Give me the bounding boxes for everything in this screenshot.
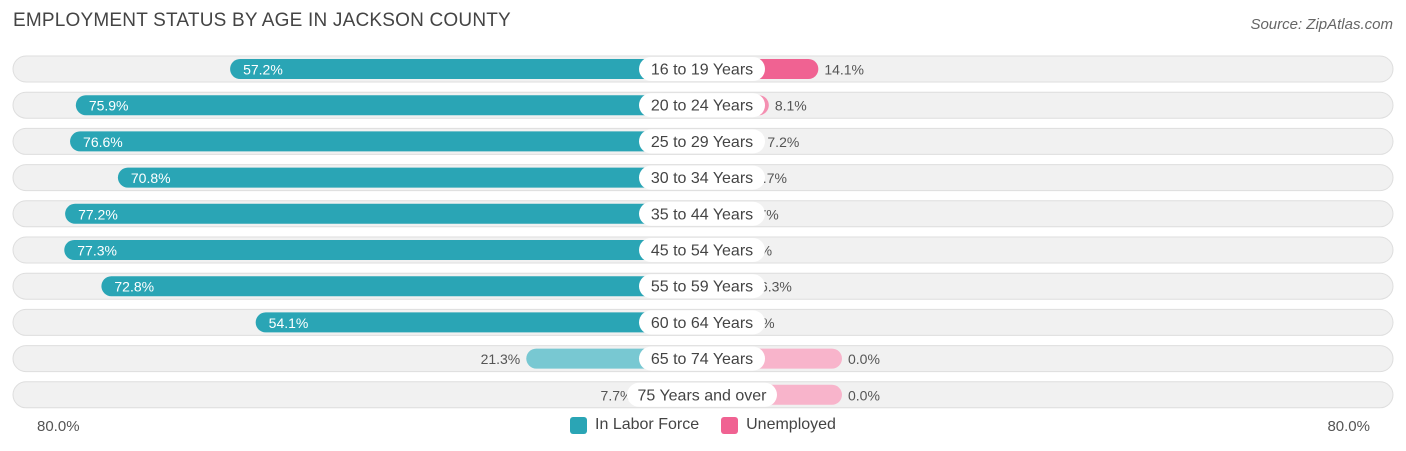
value-label-labor-force-60-to-64-years: 54.1% [269, 315, 309, 331]
value-label-labor-force-55-to-59-years: 72.8% [114, 279, 154, 295]
bar-labor-force-60-to-64-years [255, 312, 703, 333]
bar-labor-force-55-to-59-years [101, 276, 702, 297]
value-label-unemployed-20-to-24-years: 8.1% [775, 98, 807, 114]
category-pill-30-to-34-years [639, 165, 765, 190]
value-label-labor-force-75-years-and-over: 7.7% [601, 387, 633, 403]
category-pill-55-to-59-years [639, 274, 765, 299]
value-label-labor-force-35-to-44-years: 77.2% [78, 206, 118, 222]
value-label-unemployed-65-to-74-years: 0.0% [848, 351, 880, 367]
category-pill-16-to-19-years [639, 57, 765, 81]
axis-left-label: 80.0% [37, 418, 80, 435]
category-pill-60-to-64-years [639, 310, 765, 335]
category-label-45-to-54-years: 45 to 54 Years [651, 243, 753, 260]
value-label-unemployed-55-to-59-years: 6.3% [760, 279, 792, 295]
legend-label-unemployed: Unemployed [746, 416, 836, 433]
value-label-unemployed-75-years-and-over: 0.0% [848, 387, 880, 403]
bar-labor-force-45-to-54-years [64, 240, 702, 260]
category-label-55-to-59-years: 55 to 59 Years [651, 279, 753, 296]
value-label-labor-force-65-to-74-years: 21.3% [481, 351, 521, 367]
category-label-16-to-19-years: 16 to 19 Years [651, 62, 753, 79]
category-label-30-to-34-years: 30 to 34 Years [651, 170, 753, 187]
category-label-60-to-64-years: 60 to 64 Years [651, 315, 753, 332]
chart-source: Source: ZipAtlas.com [1250, 16, 1393, 33]
bar-labor-force-16-to-19-years [230, 59, 702, 79]
value-label-unemployed-16-to-19-years: 14.1% [824, 62, 864, 78]
category-pill-25-to-29-years [639, 129, 765, 154]
category-pill-65-to-74-years [639, 346, 765, 371]
legend-swatch-labor-force [570, 416, 588, 434]
legend-label-labor-force: In Labor Force [595, 416, 700, 433]
value-label-labor-force-30-to-34-years: 70.8% [131, 170, 171, 186]
axis-right-label: 80.0% [1327, 418, 1370, 435]
category-pill-20-to-24-years [639, 93, 765, 118]
value-label-labor-force-45-to-54-years: 77.3% [77, 243, 117, 259]
category-label-75-years-and-over: 75 Years and over [638, 387, 768, 404]
category-label-20-to-24-years: 20 to 24 Years [651, 98, 753, 115]
chart-title: EMPLOYMENT STATUS BY AGE IN JACKSON COUN… [13, 10, 511, 31]
bar-labor-force-35-to-44-years [65, 203, 703, 224]
legend-swatch-unemployed [721, 416, 739, 434]
bar-labor-force-20-to-24-years [75, 95, 702, 116]
category-label-65-to-74-years: 65 to 74 Years [651, 351, 753, 368]
legend-item-labor-force[interactable]: In Labor Force [570, 416, 699, 434]
category-label-25-to-29-years: 25 to 29 Years [651, 134, 753, 151]
bar-labor-force-25-to-29-years [70, 131, 703, 152]
value-label-unemployed-25-to-29-years: 7.2% [767, 134, 799, 150]
value-label-labor-force-16-to-19-years: 57.2% [243, 62, 283, 78]
value-label-labor-force-20-to-24-years: 75.9% [89, 98, 129, 114]
bar-labor-force-30-to-34-years [117, 167, 702, 188]
category-pill-45-to-54-years [639, 238, 765, 262]
legend: In Labor Force Unemployed [0, 416, 1406, 434]
category-label-35-to-44-years: 35 to 44 Years [651, 206, 753, 223]
category-pill-75-years-and-over [627, 382, 777, 407]
category-pill-35-to-44-years [639, 201, 765, 226]
value-label-labor-force-25-to-29-years: 76.6% [83, 134, 123, 150]
legend-item-unemployed[interactable]: Unemployed [721, 416, 836, 434]
